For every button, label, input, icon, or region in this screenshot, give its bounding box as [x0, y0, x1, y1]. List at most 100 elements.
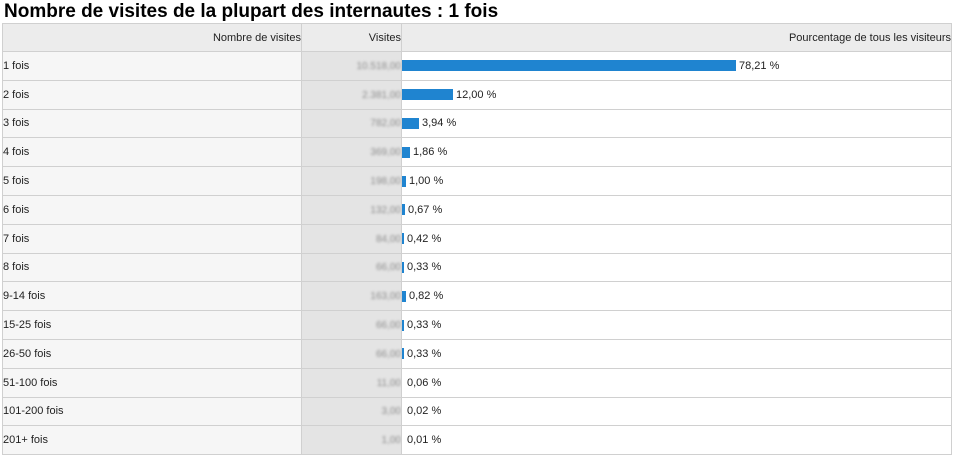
visitors-value-blurred: 66,00 — [375, 320, 401, 332]
column-header-visitors[interactable]: Visites — [301, 23, 402, 52]
table-row[interactable]: 9-14 fois 163,00 0,82 % — [2, 281, 952, 312]
percent-label: 0,82 % — [409, 290, 444, 303]
table-body: 1 fois 10.518,00 78,21 % 2 fois 2.381,00 12,0… — [2, 51, 952, 456]
visit-count-label: 8 fois — [2, 252, 302, 283]
percent-bar — [402, 117, 419, 129]
table-row[interactable]: 201+ fois 1,00 0,01 % — [2, 425, 952, 456]
visit-count-label: 51-100 fois — [2, 367, 302, 398]
percent-bar — [402, 89, 453, 101]
visitors-cell: 11,00 — [301, 367, 402, 398]
percent-bar — [402, 290, 406, 302]
percent-bar — [402, 175, 406, 187]
percent-cell: 0,67 % — [401, 194, 952, 225]
percent-bar — [402, 233, 404, 245]
visitors-cell: 66,00 — [301, 252, 402, 283]
visitors-value-blurred: 163,00 — [370, 291, 401, 303]
percent-bar — [402, 261, 404, 273]
percent-label: 0,06 % — [407, 376, 442, 389]
visitors-value-blurred: 11,00 — [376, 377, 401, 389]
percent-cell: 0,33 % — [401, 252, 952, 283]
visitors-cell: 84,00 — [301, 223, 402, 254]
table-row[interactable]: 5 fois 198,00 1,00 % — [2, 166, 952, 196]
percent-cell: 0,42 % — [401, 223, 952, 254]
column-header-percent[interactable]: Pourcentage de tous les visiteurs — [401, 23, 952, 52]
visitors-cell: 198,00 — [301, 166, 402, 196]
percent-cell: 12,00 % — [401, 79, 952, 110]
percent-cell: 0,33 % — [401, 310, 952, 340]
visitors-value-blurred: 2.381,00 — [362, 89, 401, 101]
percent-label: 1,86 % — [413, 146, 448, 159]
page-title: Nombre de visites de la plupart des inte… — [4, 1, 499, 22]
percent-label: 0,33 % — [407, 347, 442, 360]
table-row[interactable]: 26-50 fois 66,00 0,33 % — [2, 338, 952, 369]
table-row[interactable]: 4 fois 369,00 1,86 % — [2, 137, 952, 168]
visit-count-label: 7 fois — [2, 223, 302, 254]
visitors-cell: 66,00 — [301, 338, 402, 369]
visitors-value-blurred: 132,00 — [370, 204, 401, 216]
percent-bar — [402, 60, 736, 72]
percent-label: 0,33 % — [407, 261, 442, 274]
visit-count-label: 201+ fois — [2, 425, 302, 456]
table-row[interactable]: 1 fois 10.518,00 78,21 % — [2, 51, 952, 81]
table-row[interactable]: 7 fois 84,00 0,42 % — [2, 223, 952, 254]
percent-label: 1,00 % — [409, 175, 444, 188]
visits-report-table: Nombre de visites Visites Pourcentage de… — [2, 23, 952, 456]
percent-cell: 0,02 % — [401, 396, 952, 427]
percent-bar — [402, 204, 405, 216]
percent-label: 0,67 % — [408, 203, 443, 216]
percent-cell: 0,82 % — [401, 281, 952, 312]
percent-label: 0,01 % — [407, 434, 442, 447]
visitors-cell: 10.518,00 — [301, 51, 402, 81]
table-row[interactable]: 101-200 fois 3,00 0,02 % — [2, 396, 952, 427]
percent-label: 0,02 % — [407, 405, 442, 418]
visitors-value-blurred: 3,00 — [381, 406, 401, 418]
visit-count-label: 15-25 fois — [2, 310, 302, 340]
table-row[interactable]: 2 fois 2.381,00 12,00 % — [2, 79, 952, 110]
visitors-value-blurred: 66,00 — [375, 262, 401, 274]
visitors-value-blurred: 782,00 — [370, 118, 401, 130]
table-row[interactable]: 51-100 fois 11,00 0,06 % — [2, 367, 952, 398]
column-header-visits-count[interactable]: Nombre de visites — [2, 23, 302, 52]
percent-label: 0,33 % — [407, 319, 442, 332]
percent-label: 3,94 % — [422, 117, 457, 130]
percent-cell: 0,01 % — [401, 425, 952, 456]
table-row[interactable]: 3 fois 782,00 3,94 % — [2, 108, 952, 139]
visitors-value-blurred: 198,00 — [370, 176, 401, 188]
percent-bar — [402, 319, 404, 331]
visit-count-label: 2 fois — [2, 79, 302, 110]
percent-label: 12,00 % — [456, 88, 497, 101]
percent-bar — [402, 348, 404, 360]
percent-cell: 78,21 % — [401, 51, 952, 81]
visit-count-label: 4 fois — [2, 137, 302, 168]
visitors-cell: 782,00 — [301, 108, 402, 139]
percent-bar — [402, 146, 410, 158]
visit-count-label: 6 fois — [2, 194, 302, 225]
table-row[interactable]: 15-25 fois 66,00 0,33 % — [2, 310, 952, 340]
table-row[interactable]: 6 fois 132,00 0,67 % — [2, 194, 952, 225]
percent-cell: 1,86 % — [401, 137, 952, 168]
percent-label: 78,21 % — [739, 59, 780, 72]
visitors-cell: 163,00 — [301, 281, 402, 312]
visitors-value-blurred: 84,00 — [375, 233, 401, 245]
percent-label: 0,42 % — [407, 232, 442, 245]
visit-count-label: 3 fois — [2, 108, 302, 139]
visitors-value-blurred: 66,00 — [375, 348, 401, 360]
visitors-cell: 2.381,00 — [301, 79, 402, 110]
visitors-value-blurred: 369,00 — [370, 147, 401, 159]
visitors-value-blurred: 1,00 — [381, 435, 401, 447]
table-row[interactable]: 8 fois 66,00 0,33 % — [2, 252, 952, 283]
visitors-cell: 66,00 — [301, 310, 402, 340]
visitors-value-blurred: 10.518,00 — [356, 60, 401, 72]
percent-cell: 0,33 % — [401, 338, 952, 369]
visitors-cell: 1,00 — [301, 425, 402, 456]
visit-count-label: 5 fois — [2, 166, 302, 196]
table-header-row: Nombre de visites Visites Pourcentage de… — [2, 23, 952, 52]
visitors-cell: 132,00 — [301, 194, 402, 225]
visitors-cell: 3,00 — [301, 396, 402, 427]
percent-cell: 1,00 % — [401, 166, 952, 196]
visit-count-label: 26-50 fois — [2, 338, 302, 369]
visit-count-label: 9-14 fois — [2, 281, 302, 312]
percent-cell: 3,94 % — [401, 108, 952, 139]
visit-count-label: 101-200 fois — [2, 396, 302, 427]
visitors-cell: 369,00 — [301, 137, 402, 168]
